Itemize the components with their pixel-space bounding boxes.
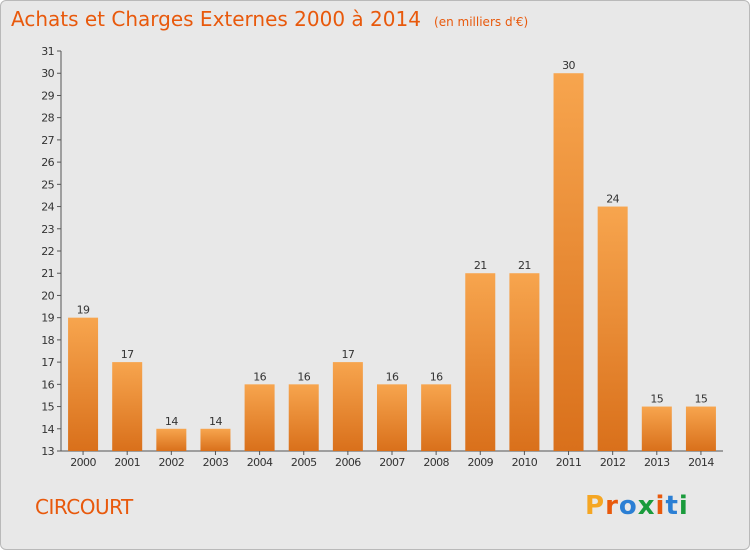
y-tick-label: 14 — [41, 423, 54, 436]
bar — [421, 384, 452, 451]
bar-value-label: 14 — [165, 415, 178, 428]
y-tick-label: 25 — [41, 178, 54, 191]
logo-letter: P — [585, 491, 606, 521]
bar-value-label: 14 — [209, 415, 222, 428]
bar-value-label: 16 — [386, 370, 399, 383]
x-tick-label: 2009 — [467, 456, 493, 469]
bar — [377, 384, 407, 451]
x-tick-label: 2012 — [600, 456, 626, 469]
y-tick-label: 13 — [41, 445, 54, 458]
bar — [465, 273, 496, 451]
bar-value-label: 16 — [253, 370, 266, 383]
x-tick-label: 2005 — [291, 456, 317, 469]
x-tick-label: 2003 — [203, 456, 229, 469]
bar — [200, 428, 231, 451]
bar — [332, 362, 363, 451]
x-tick-label: 2013 — [644, 456, 670, 469]
bar — [685, 406, 716, 451]
chart-title: Achats et Charges Externes 2000 à 2014 — [11, 7, 421, 31]
y-tick-label: 16 — [41, 378, 54, 391]
logo-letter: o — [618, 491, 638, 521]
y-tick-label: 20 — [41, 289, 54, 302]
bar — [244, 384, 275, 451]
x-tick-label: 2000 — [70, 456, 96, 469]
y-tick-label: 22 — [41, 245, 54, 258]
y-tick-label: 21 — [41, 267, 54, 280]
y-tick-label: 26 — [41, 156, 54, 169]
y-tick-label: 15 — [41, 401, 54, 414]
y-tick-label: 31 — [41, 45, 54, 58]
y-tick-label: 19 — [41, 312, 54, 325]
y-tick-label: 27 — [41, 134, 54, 147]
bar — [112, 362, 143, 451]
bar-value-label: 15 — [695, 393, 708, 406]
logo-letter: r — [605, 491, 619, 521]
bar-value-label: 19 — [77, 304, 90, 317]
x-tick-label: 2011 — [556, 456, 582, 469]
bar-value-label: 16 — [297, 370, 310, 383]
bar-value-label: 21 — [474, 259, 487, 272]
commune-name: CIRCOURT — [35, 495, 133, 519]
y-tick-label: 18 — [41, 334, 54, 347]
bar-value-label: 24 — [606, 193, 619, 206]
x-tick-label: 2006 — [335, 456, 361, 469]
bar — [288, 384, 319, 451]
y-tick-label: 28 — [41, 112, 54, 125]
bar-value-label: 21 — [518, 259, 531, 272]
bar-value-label: 17 — [341, 348, 354, 361]
x-tick-label: 2001 — [114, 456, 140, 469]
y-tick-label: 30 — [41, 67, 54, 80]
chart-title-block: Achats et Charges Externes 2000 à 2014 (… — [11, 7, 528, 31]
logo-letter: i — [655, 491, 666, 521]
bar — [597, 206, 628, 451]
logo-letter: i — [678, 491, 689, 521]
logo-letter: x — [637, 491, 656, 521]
y-tick-label: 29 — [41, 89, 54, 102]
chart-unit-note: (en milliers d'€) — [434, 15, 529, 29]
y-tick-label: 24 — [41, 201, 54, 214]
logo-letter: t — [665, 491, 679, 521]
proxiti-logo: Proxiti — [585, 491, 689, 521]
bar — [641, 406, 672, 451]
bar-value-label: 16 — [430, 370, 443, 383]
x-tick-label: 2002 — [159, 456, 185, 469]
bar-value-label: 17 — [121, 348, 134, 361]
x-tick-label: 2007 — [379, 456, 405, 469]
y-tick-label: 17 — [41, 356, 54, 369]
bar — [509, 273, 540, 451]
bar-value-label: 30 — [562, 59, 575, 72]
bar-value-label: 15 — [650, 393, 663, 406]
x-tick-label: 2014 — [688, 456, 714, 469]
x-tick-label: 2004 — [247, 456, 273, 469]
y-tick-label: 23 — [41, 223, 54, 236]
bar — [553, 73, 584, 451]
bar — [68, 317, 99, 451]
x-tick-label: 2008 — [423, 456, 449, 469]
bar — [156, 428, 187, 451]
x-tick-label: 2010 — [512, 456, 538, 469]
